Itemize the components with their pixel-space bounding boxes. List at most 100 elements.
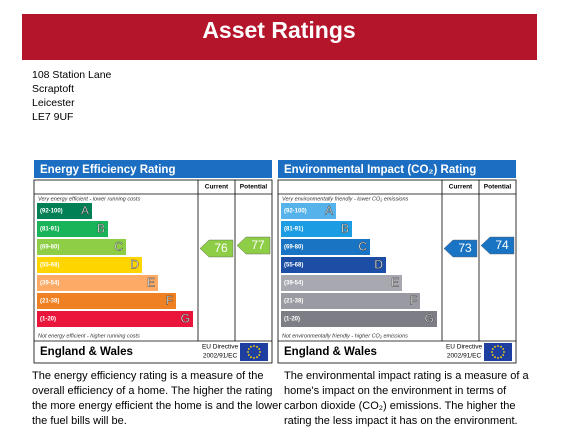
band-range: (81-91)	[284, 227, 303, 233]
eu-star	[258, 348, 261, 350]
band-range: (55-68)	[284, 263, 303, 269]
rating-arrow	[480, 236, 515, 255]
band-range: (1-20)	[40, 317, 56, 323]
panel-title: Environmental Impact (CO₂) Rating	[284, 164, 476, 176]
description: The environmental impact rating is a mea…	[284, 370, 529, 427]
column-header: Current	[205, 184, 229, 191]
column-header: Potential	[240, 184, 268, 191]
band-range: (21-38)	[40, 299, 59, 305]
eu-star	[253, 345, 255, 347]
band-letter: A	[325, 204, 333, 218]
eu-star	[256, 356, 258, 359]
band-range: (69-80)	[40, 245, 59, 251]
description: The energy efficiency rating is a measur…	[32, 370, 282, 427]
band-letter: F	[166, 294, 173, 308]
directive: 2002/91/EC	[203, 353, 238, 360]
eu-star	[497, 357, 499, 359]
eu-star	[500, 345, 502, 348]
rating-band	[281, 257, 386, 273]
band-letter: D	[130, 258, 139, 272]
column-header: Potential	[484, 184, 512, 191]
band-letter: B	[97, 222, 105, 236]
panel-header	[34, 160, 272, 178]
eu-star	[503, 351, 505, 353]
directive: EU Directive	[446, 344, 483, 351]
address-line: 108 Station Lane	[32, 69, 112, 81]
band-letter: E	[391, 276, 399, 290]
rating-band	[281, 221, 352, 237]
eu-flag	[484, 343, 512, 361]
rating-band	[281, 293, 420, 309]
rating-arrow	[236, 236, 271, 255]
band-range: (21-38)	[284, 299, 303, 305]
rating-band	[281, 239, 370, 255]
eu-star	[250, 356, 252, 359]
band-range: (92-100)	[284, 209, 307, 215]
panel-title: Energy Efficiency Rating	[40, 164, 175, 176]
top-note: Very energy efficient - lower running co…	[38, 196, 140, 202]
eu-star	[502, 354, 505, 356]
rating-band	[37, 293, 176, 309]
bottom-note: Not energy efficient - higher running co…	[38, 333, 140, 339]
eu-star	[259, 351, 261, 353]
rating-band	[37, 221, 108, 237]
eu-star	[247, 354, 250, 356]
rating-band	[37, 239, 126, 255]
eu-star	[491, 351, 493, 353]
band-letter: G	[425, 312, 434, 326]
band-letter: F	[410, 294, 417, 308]
address-line: LE7 9UF	[32, 111, 74, 123]
address-line: Scraptoft	[32, 83, 75, 95]
eu-star	[494, 345, 496, 348]
rating-arrow	[443, 239, 478, 258]
region: England & Wales	[40, 346, 133, 358]
band-letter: C	[358, 240, 367, 254]
eu-star	[253, 357, 255, 359]
rating-band	[37, 275, 158, 291]
eu-star	[256, 345, 258, 348]
eu-star	[494, 356, 496, 359]
eu-flag	[240, 343, 268, 361]
title-banner	[22, 14, 537, 60]
band-range: (39-54)	[284, 281, 303, 287]
band-letter: C	[114, 240, 123, 254]
eu-star	[491, 348, 494, 350]
rating-band	[281, 203, 336, 219]
region: England & Wales	[284, 346, 377, 358]
rating-value: 77	[251, 238, 265, 252]
band-letter: B	[341, 222, 349, 236]
address-line: Leicester	[32, 97, 75, 109]
rating-value: 74	[495, 238, 509, 252]
directive: EU Directive	[202, 344, 239, 351]
rating-value: 73	[458, 241, 472, 255]
rating-band	[37, 257, 142, 273]
eu-star	[491, 354, 494, 356]
column-header: Current	[449, 184, 473, 191]
rating-band	[281, 275, 402, 291]
band-letter: A	[81, 204, 89, 218]
eu-star	[500, 356, 502, 359]
bottom-note: Not environmentally friendly - higher CO…	[282, 333, 408, 339]
band-range: (39-54)	[40, 281, 59, 287]
panel-header	[278, 160, 516, 178]
rating-value: 76	[214, 241, 228, 255]
band-letter: E	[147, 276, 155, 290]
band-range: (69-80)	[284, 245, 303, 251]
band-range: (1-20)	[284, 317, 300, 323]
rating-arrow	[199, 239, 234, 258]
eu-star	[250, 345, 252, 348]
directive: 2002/91/EC	[447, 353, 482, 360]
eu-star	[502, 348, 505, 350]
band-range: (81-91)	[40, 227, 59, 233]
band-range: (92-100)	[40, 209, 63, 215]
band-letter: G	[181, 312, 190, 326]
band-range: (55-68)	[40, 263, 59, 269]
eu-star	[497, 345, 499, 347]
band-letter: D	[374, 258, 383, 272]
title: Asset Ratings	[202, 17, 355, 43]
rating-band	[37, 311, 193, 327]
top-note: Very environmentally friendly - lower CO…	[282, 196, 409, 202]
eu-star	[247, 348, 250, 350]
